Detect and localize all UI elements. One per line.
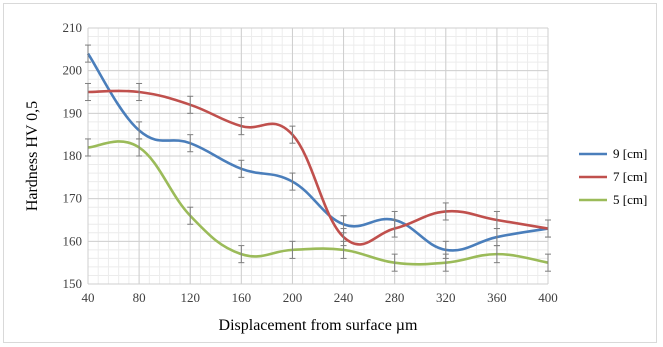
- x-tick-label: 200: [283, 290, 303, 305]
- error-bar: [85, 82, 91, 102]
- x-tick-label: 240: [334, 290, 354, 305]
- series-3: [85, 138, 551, 272]
- series-1: [85, 44, 551, 259]
- series-line: [86, 52, 549, 252]
- series-2: [85, 82, 551, 247]
- error-bar: [187, 206, 194, 225]
- major-grid: [87, 27, 549, 285]
- error-bar: [238, 159, 245, 178]
- y-tick-label: 170: [63, 191, 83, 206]
- series-line: [87, 140, 549, 266]
- x-axis-title: Displacement from surface µm: [219, 317, 418, 334]
- y-tick-label: 210: [63, 20, 83, 35]
- legend-item: 7 [cm]: [579, 169, 647, 184]
- x-tick-label: 120: [180, 290, 200, 305]
- error-bar: [238, 117, 245, 136]
- y-tick-label: 150: [63, 276, 83, 291]
- x-tick-label: 40: [82, 290, 95, 305]
- hardness-line-chart: 150 160 170 180 190 200 210 40 80 120 160 200 240 28…: [24, 20, 647, 334]
- error-bar: [391, 219, 398, 238]
- error-bar: [187, 134, 194, 153]
- y-tick-label: 180: [63, 148, 83, 163]
- legend-label: 9 [cm]: [613, 146, 647, 161]
- error-bar: [493, 210, 500, 230]
- error-bar: [289, 125, 296, 144]
- x-tick-label: 320: [436, 290, 456, 305]
- error-bar: [545, 253, 551, 272]
- legend-item: 5 [cm]: [579, 192, 647, 207]
- error-bar: [187, 95, 194, 114]
- error-bar: [289, 172, 296, 191]
- y-tick-label: 190: [63, 105, 83, 120]
- y-axis-title: Hardness HV 0,5: [24, 101, 41, 211]
- series-line: [87, 89, 549, 246]
- error-bar: [238, 245, 245, 264]
- x-tick-label: 360: [487, 290, 507, 305]
- series-layer: [85, 44, 551, 272]
- error-bar: [442, 202, 449, 221]
- error-bar: [85, 44, 91, 63]
- x-tick-label: 80: [133, 290, 146, 305]
- error-bar: [391, 253, 398, 272]
- error-bar: [340, 240, 347, 259]
- x-tick-label: 160: [232, 290, 252, 305]
- legend-item: 9 [cm]: [579, 146, 647, 161]
- legend-label: 7 [cm]: [613, 169, 647, 184]
- chart-frame: 150 160 170 180 190 200 210 40 80 120 160 200 240 28…: [3, 3, 657, 343]
- error-bar: [493, 245, 500, 264]
- x-tick-label: 400: [538, 290, 558, 305]
- error-bar: [136, 82, 143, 102]
- x-axis-ticks: 40 80 120 160 200 240 280 320 360 400: [82, 290, 558, 305]
- legend: 9 [cm] 7 [cm] 5 [cm]: [579, 146, 647, 207]
- x-tick-label: 280: [385, 290, 405, 305]
- error-bar: [289, 240, 296, 259]
- error-bar: [442, 253, 449, 272]
- y-axis-ticks: 150 160 170 180 190 200 210: [63, 20, 83, 291]
- y-tick-label: 200: [63, 63, 83, 78]
- error-bar: [545, 219, 551, 238]
- error-bar: [136, 138, 143, 157]
- error-bar: [85, 138, 91, 157]
- y-tick-label: 160: [63, 233, 83, 248]
- legend-label: 5 [cm]: [613, 192, 647, 207]
